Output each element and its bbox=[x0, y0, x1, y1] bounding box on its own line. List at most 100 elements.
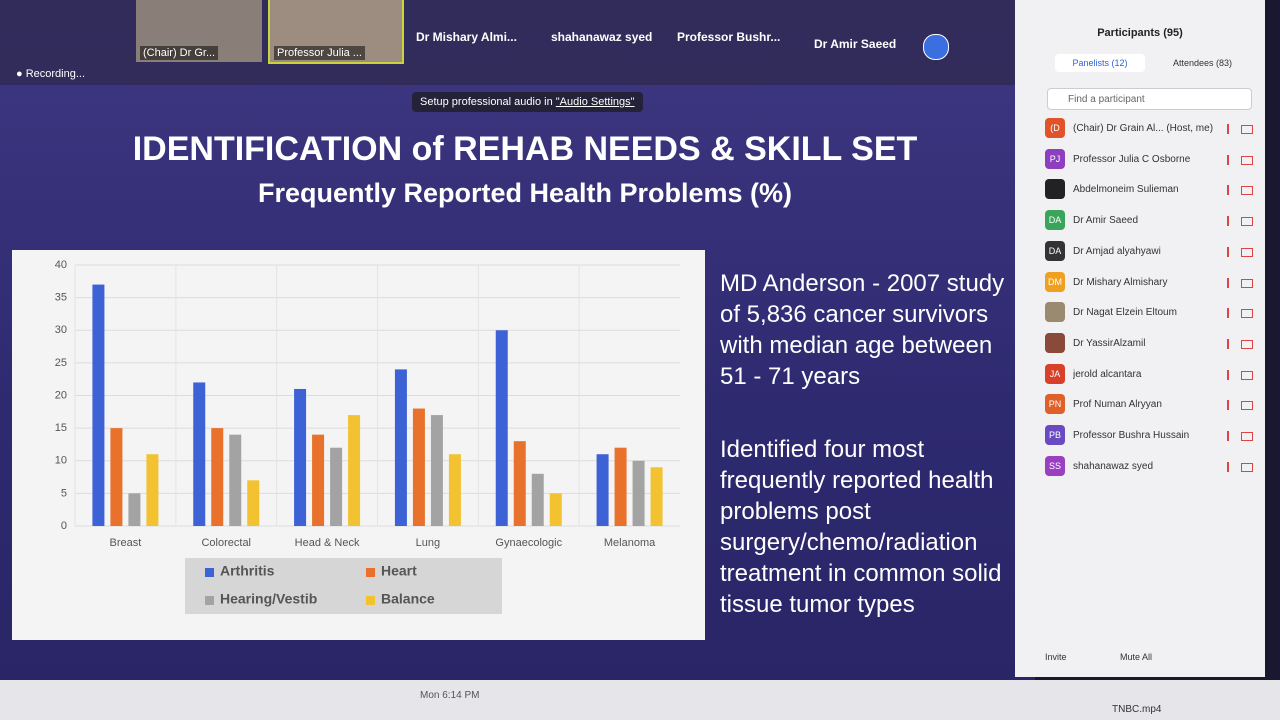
participant-row[interactable]: DM Dr Mishary Almishary bbox=[1045, 271, 1255, 294]
video-icon[interactable] bbox=[1241, 370, 1253, 380]
mic-icon[interactable] bbox=[1227, 400, 1237, 411]
mic-icon[interactable] bbox=[1227, 461, 1237, 472]
participant-row[interactable]: JA jerold alcantara bbox=[1045, 363, 1255, 386]
bar bbox=[614, 447, 627, 526]
participant-name: Dr YassirAlzamil bbox=[1073, 337, 1146, 349]
participant-name: jerold alcantara bbox=[1073, 368, 1142, 380]
mic-icon[interactable] bbox=[1227, 338, 1237, 349]
legend-swatch bbox=[366, 568, 375, 577]
slide-paragraph: MD Anderson - 2007 study of 5,836 cancer… bbox=[720, 270, 1005, 390]
participant-row[interactable]: DA Dr Amir Saeed bbox=[1045, 210, 1255, 232]
avatar: DA bbox=[1045, 240, 1065, 261]
next-button[interactable] bbox=[923, 34, 949, 60]
video-icon[interactable] bbox=[1241, 278, 1253, 288]
participant-row[interactable]: PJ Professor Julia C Osborne bbox=[1045, 148, 1255, 171]
speaker-name: shahanawaz syed bbox=[551, 30, 653, 44]
bar bbox=[193, 382, 206, 526]
participant-name: Prof Numan Alryyan bbox=[1073, 399, 1162, 411]
participant-row[interactable]: PN Prof Numan Alryyan bbox=[1045, 394, 1255, 416]
participant-name: (Chair) Dr Grain Al... (Host, me) bbox=[1073, 123, 1214, 134]
participant-row[interactable]: (D (Chair) Dr Grain Al... (Host, me) bbox=[1045, 118, 1255, 140]
video-icon[interactable] bbox=[1241, 217, 1253, 227]
bar bbox=[330, 447, 343, 526]
video-tile[interactable]: (Chair) Dr Gr... bbox=[136, 0, 262, 62]
avatar: DA bbox=[1045, 210, 1065, 231]
mic-icon[interactable] bbox=[1227, 308, 1237, 319]
bar bbox=[146, 454, 159, 526]
participant-row[interactable]: Dr Nagat Elzein Eltoum bbox=[1045, 302, 1255, 324]
participant-row[interactable]: SS shahanawaz syed bbox=[1045, 455, 1255, 478]
legend-swatch bbox=[366, 596, 375, 605]
speaker-name: Dr Amir Saeed bbox=[814, 37, 897, 51]
invite-button[interactable]: Invite bbox=[1045, 652, 1067, 662]
y-tick-label: 10 bbox=[55, 455, 67, 467]
bar bbox=[531, 473, 544, 526]
participant-name: shahanawaz syed bbox=[1073, 460, 1154, 472]
bar bbox=[513, 441, 526, 526]
participant-row[interactable]: PB Professor Bushra Hussain bbox=[1045, 425, 1255, 447]
video-icon[interactable] bbox=[1241, 339, 1253, 349]
participant-row[interactable]: Dr YassirAlzamil bbox=[1045, 332, 1255, 355]
speaker-name: Professor Bushr... bbox=[677, 30, 781, 44]
participant-row[interactable]: DA Dr Amjad alyahyawi bbox=[1045, 240, 1255, 263]
bar bbox=[92, 284, 105, 526]
bar bbox=[596, 454, 609, 526]
participant-row[interactable]: Abdelmoneim Sulieman bbox=[1045, 179, 1255, 201]
avatar: SS bbox=[1045, 455, 1065, 476]
video-label: Professor Julia ... bbox=[274, 46, 365, 60]
avatar bbox=[1045, 179, 1065, 200]
speaker-name: Dr Mishary Almi... bbox=[416, 30, 517, 44]
mic-icon[interactable] bbox=[1227, 124, 1237, 134]
legend-swatch bbox=[205, 596, 214, 605]
audio-tip: Setup professional audio in "Audio Setti… bbox=[412, 92, 643, 112]
video-icon[interactable] bbox=[1241, 125, 1253, 134]
bar bbox=[394, 369, 407, 526]
avatar: DM bbox=[1045, 271, 1065, 292]
mic-icon[interactable] bbox=[1227, 185, 1237, 196]
avatar bbox=[1045, 332, 1065, 353]
avatar: (D bbox=[1045, 118, 1065, 138]
mic-icon[interactable] bbox=[1227, 369, 1237, 380]
mic-icon[interactable] bbox=[1227, 277, 1237, 288]
bar bbox=[412, 408, 425, 526]
participant-name: Abdelmoneim Sulieman bbox=[1073, 184, 1179, 196]
mic-icon[interactable] bbox=[1227, 154, 1237, 165]
bar bbox=[650, 467, 663, 526]
chart: 0 5 10 15 20 25 30 35 40 Breast Colorectal Head & N… bbox=[12, 250, 705, 640]
bar bbox=[549, 493, 562, 526]
video-icon[interactable] bbox=[1241, 309, 1253, 319]
y-tick-label: 20 bbox=[55, 389, 67, 401]
tab[interactable]: Attendees (83) bbox=[1172, 58, 1233, 68]
video-icon[interactable] bbox=[1241, 462, 1253, 472]
video-tile[interactable]: Professor Julia ... bbox=[268, 0, 404, 64]
participant-name: Dr Amir Saeed bbox=[1073, 215, 1139, 227]
video-icon[interactable] bbox=[1241, 432, 1253, 441]
bar bbox=[448, 454, 461, 526]
legend-label: Balance bbox=[381, 591, 435, 607]
audio-link[interactable]: "Audio Settings" bbox=[555, 96, 635, 108]
video-strip: (Chair) Dr Gr... Professor Julia ... Dr … bbox=[0, 0, 1035, 85]
tab[interactable]: Panelists (12) bbox=[1055, 54, 1145, 72]
x-tick-label: Breast bbox=[110, 537, 142, 549]
video-icon[interactable] bbox=[1241, 186, 1253, 196]
bar bbox=[430, 415, 443, 526]
bar bbox=[294, 388, 307, 526]
video-icon[interactable] bbox=[1241, 401, 1253, 411]
y-tick-label: 15 bbox=[55, 422, 67, 434]
participant-name: Dr Nagat Elzein Eltoum bbox=[1073, 307, 1177, 319]
avatar: PJ bbox=[1045, 148, 1065, 169]
slide-title: IDENTIFICATION of REHAB NEEDS & SKILL SE… bbox=[132, 130, 918, 168]
legend-swatch bbox=[205, 568, 214, 577]
video-icon[interactable] bbox=[1241, 155, 1253, 165]
search-box[interactable]: Find a participant bbox=[1047, 88, 1252, 110]
mic-icon[interactable] bbox=[1227, 216, 1237, 227]
mic-icon[interactable] bbox=[1227, 246, 1237, 257]
video-icon[interactable] bbox=[1241, 247, 1253, 257]
avatar bbox=[1045, 302, 1065, 323]
mic-icon[interactable] bbox=[1227, 431, 1237, 441]
x-tick-label: Gynaecologic bbox=[495, 537, 562, 549]
mute-all-button[interactable]: Mute All bbox=[1120, 652, 1153, 662]
recording-indicator: ● Recording... bbox=[16, 68, 86, 80]
file-name: TNBC.mp4 bbox=[1112, 704, 1162, 715]
